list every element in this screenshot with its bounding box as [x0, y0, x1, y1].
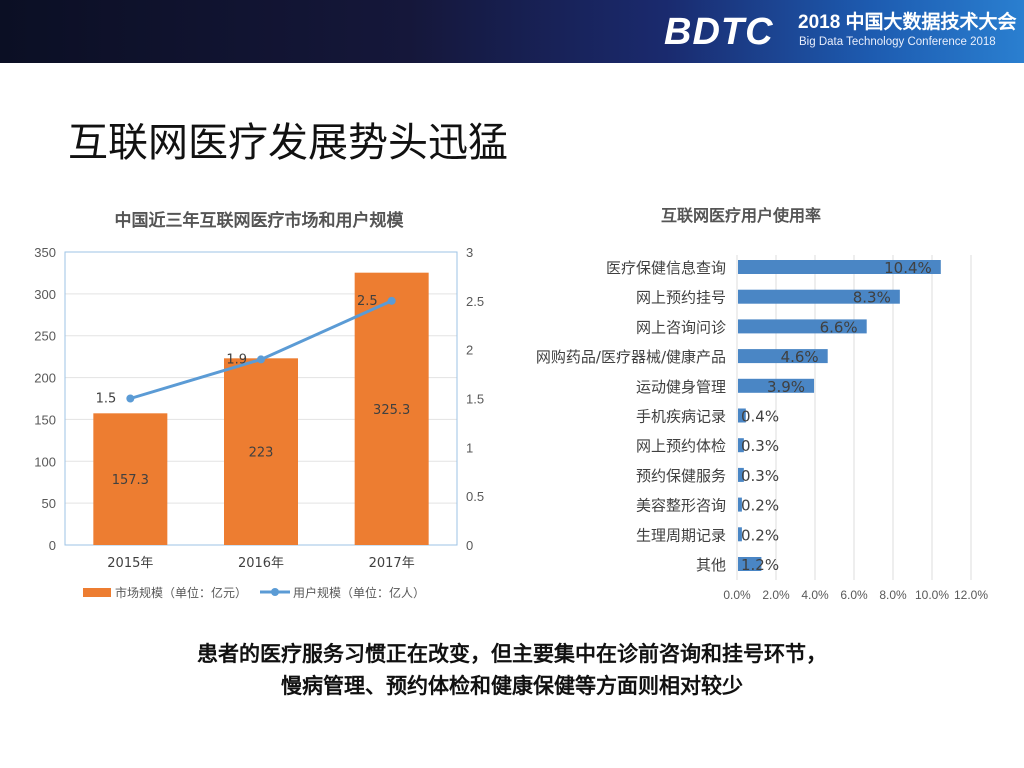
y2-tick-label: 0 [466, 538, 473, 553]
bar-4 [738, 378, 815, 393]
y-tick-label: 50 [42, 496, 56, 511]
y-tick-label: 100 [34, 454, 56, 469]
category-label: 网上预约挂号 [636, 289, 726, 307]
y-tick-label: 0 [49, 538, 56, 553]
category-label: 其他 [696, 556, 726, 574]
bar-data-label: 10.4% [884, 259, 932, 277]
bar-6 [738, 438, 744, 453]
market-user-chart: 中国近三年互联网医疗市场和用户规模 0 50 100 150 200 250 300 350 0 0… [34, 210, 484, 600]
bar-data-label: 223 [249, 446, 274, 461]
line-point [387, 296, 396, 305]
bar-8 [738, 497, 742, 512]
legend-line-marker [271, 588, 279, 596]
legend-line-label: 用户规模（单位：亿人） [293, 585, 425, 600]
y-tick-label: 350 [34, 245, 56, 260]
x-tick-label: 10.0% [915, 588, 949, 602]
y-tick-label: 300 [34, 287, 56, 302]
category-label: 网上咨询问诊 [636, 318, 726, 336]
bar-data-label: 0.2% [741, 497, 779, 515]
legend-bar-swatch [83, 588, 111, 597]
bar-10 [738, 557, 762, 571]
line-point [257, 355, 265, 364]
bar-data-label: 157.3 [112, 473, 149, 488]
category-label: 生理周期记录 [636, 526, 726, 544]
bar-data-label: 0.3% [741, 437, 779, 455]
legend-bar-label: 市场规模（单位：亿元） [115, 585, 247, 600]
bar-data-label: 8.3% [853, 289, 891, 307]
category-label: 网上预约体检 [636, 437, 726, 455]
bar-2 [738, 319, 867, 334]
conference-name-en: Big Data Technology Conference 2018 [799, 36, 996, 48]
bar-data-label: 0.2% [741, 526, 779, 544]
y2-tick-label: 1 [466, 440, 473, 455]
conference-name-cn: 2018 中国大数据技术大会 [798, 12, 1017, 33]
bar-data-label: 4.6% [781, 348, 819, 366]
x-tick-label: 2016年 [238, 556, 284, 571]
x-tick-label: 6.0% [840, 588, 868, 602]
y2-tick-label: 3 [466, 245, 473, 260]
bar-data-label: 1.2% [741, 556, 779, 574]
category-label: 医疗保健信息查询 [606, 259, 726, 277]
header-banner: BDTC 2018 中国大数据技术大会 Big Data Technology … [0, 0, 1024, 63]
bar-5 [738, 408, 746, 423]
summary-line-1: 患者的医疗服务习惯正在改变，但主要集中在诊前咨询和挂号环节， [197, 642, 827, 666]
bar-data-label: 325.3 [373, 403, 410, 418]
bar-data-label: 3.9% [767, 378, 805, 396]
y-tick-label: 250 [34, 329, 56, 344]
bar-0 [738, 260, 941, 274]
category-label: 预约保健服务 [636, 467, 726, 485]
bar-2017年 [354, 272, 429, 545]
y2-tick-label: 1.5 [466, 392, 484, 407]
x-tick-label: 2017年 [369, 556, 415, 571]
bar-2016年 [224, 358, 298, 545]
slide-title: 互联网医疗发展势头迅猛 [68, 120, 508, 166]
bdtc-logo: BDTC [664, 11, 774, 53]
y-tick-label: 200 [34, 371, 56, 386]
y-tick-label: 150 [34, 412, 56, 427]
y2-tick-label: 2 [466, 343, 473, 358]
x-tick-label: 12.0% [954, 588, 988, 602]
x-tick-label: 4.0% [801, 588, 829, 602]
bar-9 [738, 527, 742, 542]
bar-1 [738, 289, 900, 304]
y2-tick-label: 2.5 [466, 294, 484, 309]
y2-tick-label: 0.5 [466, 489, 484, 504]
category-label: 手机疾病记录 [636, 408, 726, 426]
bar-data-label: 6.6% [820, 318, 858, 336]
chart-title: 互联网医疗用户使用率 [661, 206, 821, 225]
line-data-label: 2.5 [357, 294, 378, 309]
bar-7 [738, 467, 744, 482]
x-tick-label: 2015年 [107, 556, 153, 571]
category-label: 运动健身管理 [636, 378, 726, 396]
bar-data-label: 0.4% [741, 408, 779, 426]
line-point [126, 394, 135, 403]
line-data-label: 1.5 [96, 392, 117, 407]
bar-data-label: 0.3% [741, 467, 779, 485]
x-tick-label: 8.0% [879, 588, 907, 602]
bar-3 [738, 349, 828, 364]
chart-title: 中国近三年互联网医疗市场和用户规模 [115, 210, 405, 231]
bar-2015年 [93, 413, 168, 545]
summary-line-2: 慢病管理、预约体检和健康保健等方面则相对较少 [281, 674, 743, 698]
category-label: 网购药品/医疗器械/健康产品 [536, 348, 726, 366]
x-tick-label: 0.0% [723, 588, 751, 602]
usage-rate-chart: 互联网医疗用户使用率 0.0% 2.0% 4.0% 6.0% 8.0% 10.0% 12.0%… [536, 206, 988, 602]
x-tick-label: 2.0% [762, 588, 790, 602]
category-label: 美容整形咨询 [636, 497, 726, 515]
line-data-label: 1.9 [226, 352, 247, 367]
